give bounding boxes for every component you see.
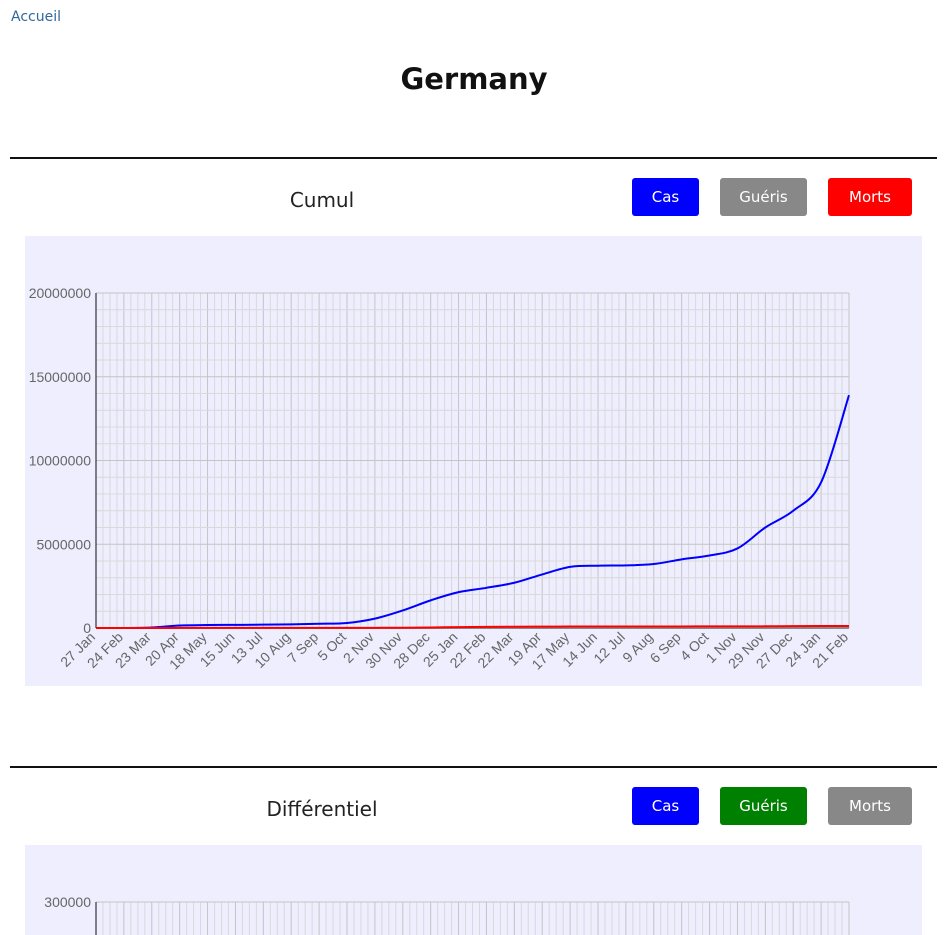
differentiel-line-chart: 300000 <box>44 894 850 935</box>
diff-recovered-button[interactable]: Guéris <box>720 787 807 825</box>
section-title-cumul: Cumul <box>289 188 355 212</box>
cumul-deaths-button[interactable]: Morts <box>828 178 912 216</box>
cumul-chart: 0 5000000 10000000 15000000 20000000 27 Jan 24… <box>25 236 922 686</box>
y-tick-label: 10000000 <box>29 453 92 469</box>
x-tick-label: 9 Aug <box>619 629 656 666</box>
chart-grid <box>95 292 850 629</box>
x-tick-label: 7 Sep <box>284 629 321 666</box>
home-link[interactable]: Accueil <box>11 9 61 25</box>
section-divider <box>10 157 937 159</box>
section-divider <box>10 766 937 768</box>
cumul-cases-button[interactable]: Cas <box>632 178 699 216</box>
y-tick-label: 300000 <box>44 894 91 910</box>
page-title: Germany <box>400 62 548 96</box>
y-tick-label: 20000000 <box>29 285 92 301</box>
section-title-differentiel: Différentiel <box>266 797 378 821</box>
y-tick-label: 15000000 <box>29 369 92 385</box>
cumul-recovered-button[interactable]: Guéris <box>720 178 807 216</box>
differentiel-chart: 300000 <box>25 845 922 935</box>
diff-deaths-button[interactable]: Morts <box>828 787 912 825</box>
y-tick-label: 0 <box>83 620 91 636</box>
series-line <box>95 624 850 630</box>
x-tick-label: 6 Sep <box>647 629 684 666</box>
series-line <box>95 394 850 630</box>
y-tick-label: 5000000 <box>36 536 91 552</box>
x-tick-label: 12 Jul <box>590 629 628 667</box>
diff-cases-button[interactable]: Cas <box>632 787 699 825</box>
